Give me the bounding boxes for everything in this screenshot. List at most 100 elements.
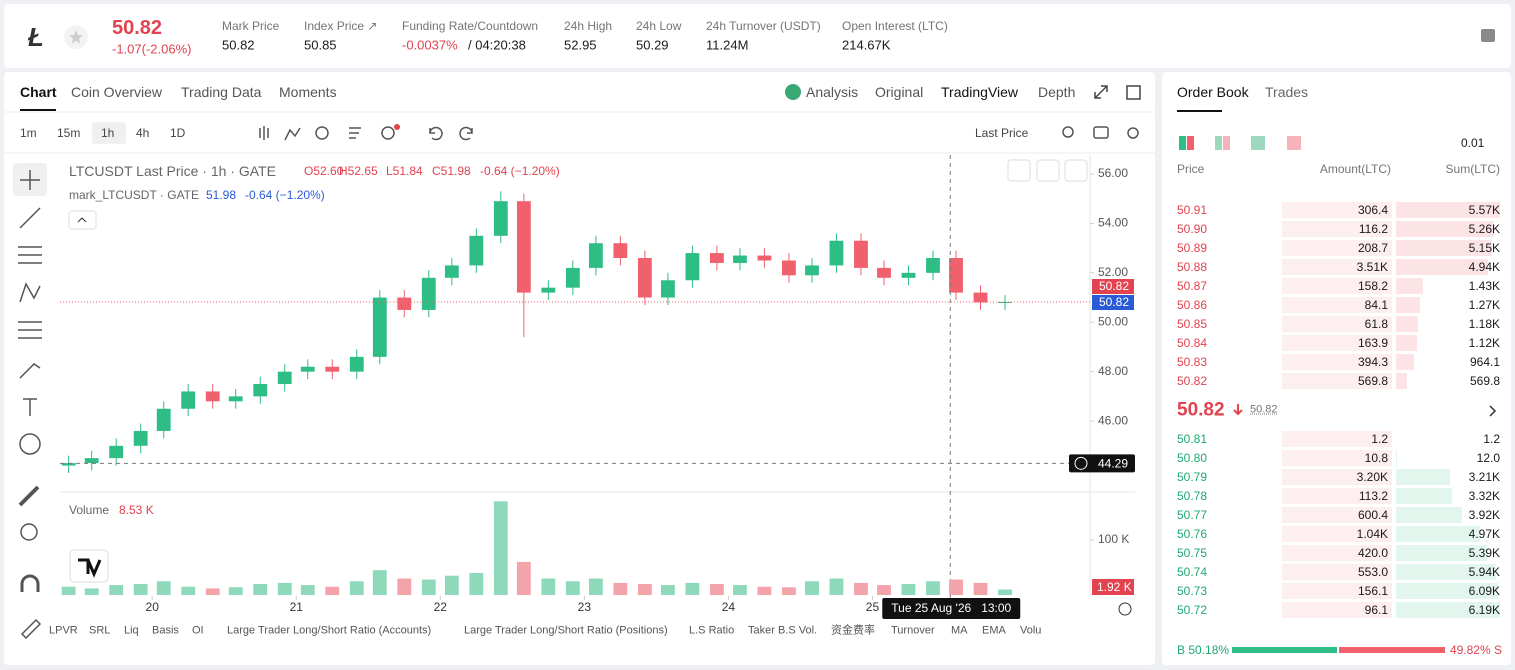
view-both[interactable] xyxy=(1179,136,1186,150)
add-icon[interactable] xyxy=(381,126,395,140)
indicator-tab[interactable]: Basis xyxy=(152,624,179,637)
replay-icon[interactable] xyxy=(315,126,329,140)
chevron[interactable] xyxy=(1489,405,1497,417)
view-sell[interactable] xyxy=(1287,136,1301,150)
view-bids[interactable] xyxy=(1223,136,1230,150)
line-tool[interactable] xyxy=(19,207,41,229)
expand-icon[interactable] xyxy=(1094,85,1108,99)
crosshair-tool[interactable] xyxy=(20,170,40,190)
ob-price: 50.79 xyxy=(1177,470,1208,484)
ob-amount: 156.1 xyxy=(1357,584,1388,598)
settings-icon[interactable] xyxy=(1127,127,1139,139)
redo-icon[interactable] xyxy=(459,126,473,141)
ob-tab[interactable]: Trades xyxy=(1265,84,1309,100)
text-tool[interactable] xyxy=(23,398,37,416)
emoji-tool[interactable] xyxy=(19,433,41,455)
candle-body xyxy=(156,408,171,431)
view-buy[interactable] xyxy=(1251,136,1265,150)
indicator-tab[interactable]: MA xyxy=(951,624,968,637)
settings-axis[interactable] xyxy=(1118,602,1132,616)
ob-sum: 3.92K xyxy=(1468,508,1500,522)
lock-tool[interactable] xyxy=(20,618,42,640)
fib-tool[interactable] xyxy=(18,246,42,264)
depth-bar xyxy=(1396,373,1407,389)
view-tab[interactable]: Depth xyxy=(1038,84,1076,100)
volume-bar xyxy=(325,586,340,595)
magnet-tool[interactable] xyxy=(20,574,40,592)
panel-icon[interactable] xyxy=(1481,29,1495,42)
view-tab[interactable]: Analysis xyxy=(806,84,859,100)
volume-bar xyxy=(637,583,652,595)
amount-bg xyxy=(1282,602,1392,618)
ob-price: 50.74 xyxy=(1177,565,1208,579)
ob-sum: 569.8 xyxy=(1469,374,1500,388)
indicator-tab[interactable]: Taker B.S Vol. xyxy=(748,624,818,637)
zoom-tool[interactable] xyxy=(20,523,38,541)
indicator-tab[interactable]: LPVR xyxy=(49,624,78,637)
price-source[interactable]: Last Price xyxy=(975,126,1029,140)
indicator-tab[interactable]: SRL xyxy=(89,624,111,637)
projection-tool[interactable] xyxy=(18,321,42,339)
amount-bg xyxy=(1282,431,1392,447)
depth-bar xyxy=(1396,221,1495,237)
interval[interactable]: 4h xyxy=(136,126,150,140)
indicator-tab[interactable]: L.S Ratio xyxy=(689,624,735,637)
ob-sum: 1.18K xyxy=(1468,317,1500,331)
candle-icon[interactable] xyxy=(259,126,269,140)
indicator-tab[interactable]: Large Trader Long/Short Ratio (Positions… xyxy=(464,624,668,637)
indicator-tab[interactable]: OI xyxy=(192,624,204,637)
ob-sum: 5.15K xyxy=(1468,241,1500,255)
indicator-tab[interactable]: Volu xyxy=(1020,624,1042,637)
chart-tab[interactable]: Trading Data xyxy=(181,84,262,100)
scroll-button[interactable] xyxy=(1007,159,1031,182)
legend-mark-value: 51.98 xyxy=(206,188,237,202)
volume-bar xyxy=(61,586,76,595)
buy-ratio: B 50.18% xyxy=(1177,643,1230,657)
indicator-tab[interactable]: 资金费率 xyxy=(831,624,875,637)
view-bids[interactable] xyxy=(1215,136,1222,150)
legend-title: LTCUSDT Last Price · 1h · GATE xyxy=(69,163,276,179)
window-icon[interactable] xyxy=(1126,85,1141,100)
ob-sum: 3.21K xyxy=(1468,470,1500,484)
camera-icon[interactable] xyxy=(1093,126,1109,139)
indicator-tab[interactable]: Liq xyxy=(124,624,139,637)
reset-button[interactable] xyxy=(1064,159,1088,182)
chart-tab[interactable]: Moments xyxy=(279,84,337,100)
indicator-tab[interactable]: Turnover xyxy=(891,624,935,637)
chart-tab[interactable]: Chart xyxy=(20,84,57,100)
analysis-icon[interactable] xyxy=(785,84,801,100)
undo-icon[interactable] xyxy=(429,126,443,141)
chart-tab[interactable]: Coin Overview xyxy=(71,84,163,100)
indicator-tab[interactable]: Large Trader Long/Short Ratio (Accounts) xyxy=(227,624,432,637)
view-tab[interactable]: Original xyxy=(875,84,924,100)
indicator-tab[interactable]: EMA xyxy=(982,624,1006,637)
interval[interactable]: 15m xyxy=(57,126,81,140)
measure-tool[interactable] xyxy=(18,485,40,507)
indicator-icon[interactable] xyxy=(284,127,301,141)
x-tick-label: 22 xyxy=(434,600,448,614)
mark-price-tag xyxy=(1092,295,1134,311)
precision[interactable]: 0.01 xyxy=(1461,136,1485,150)
view-tab[interactable]: TradingView xyxy=(941,84,1019,100)
volume-bar xyxy=(613,582,628,595)
volume-bar xyxy=(661,585,675,595)
interval[interactable]: 1h xyxy=(101,126,115,140)
collapse-button[interactable] xyxy=(68,210,97,230)
depth-bar xyxy=(1396,526,1480,542)
ob-tab[interactable]: Order Book xyxy=(1177,84,1249,100)
template-icon[interactable] xyxy=(349,127,361,139)
search-icon[interactable] xyxy=(1062,126,1074,138)
view-both[interactable] xyxy=(1187,136,1194,150)
amount-bg xyxy=(1282,240,1392,256)
interval[interactable]: 1m xyxy=(20,126,37,140)
candle-body xyxy=(565,267,580,288)
y-tick-label: 50.00 xyxy=(1098,314,1128,328)
drawing-tools xyxy=(13,163,47,640)
interval[interactable]: 1D xyxy=(170,126,186,140)
pattern-tool[interactable] xyxy=(19,282,41,303)
ob-sum: 1.27K xyxy=(1468,298,1500,312)
brush-tool[interactable] xyxy=(19,363,41,379)
ob-amount: 3.20K xyxy=(1356,470,1388,484)
candle-body xyxy=(854,240,868,268)
compress-button[interactable] xyxy=(1036,159,1060,182)
